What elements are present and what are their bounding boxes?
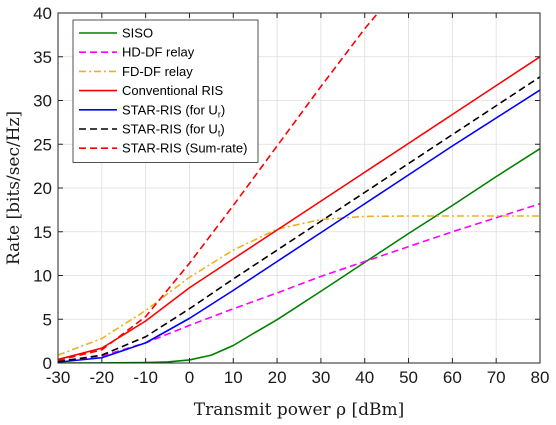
- legend-label: FD-DF relay: [122, 64, 193, 79]
- x-tick-label: 30: [311, 368, 330, 387]
- x-tick-label: -20: [90, 368, 115, 387]
- legend-label: HD-DF relay: [122, 45, 195, 60]
- x-tick-label: -30: [46, 368, 71, 387]
- series-lines: [58, 13, 540, 363]
- y-axis-label: Rate [bits/sec/Hz]: [4, 111, 24, 265]
- x-tick-label: 40: [355, 368, 374, 387]
- y-tick-label: 20: [33, 179, 52, 198]
- y-tick-label: 40: [33, 4, 52, 23]
- series-line-5: [58, 89, 540, 363]
- x-tick-label: 0: [185, 368, 194, 387]
- x-tick-label: -10: [133, 368, 158, 387]
- legend-label: SISO: [122, 26, 153, 41]
- x-tick-label: 80: [531, 368, 550, 387]
- series-line-3: [58, 215, 540, 356]
- y-tick-label: 35: [33, 48, 52, 67]
- tick-labels: -30 -20 -10 0 10 20 30 40 50 60 70 80 0 5 10 15 20 25 30 35…: [33, 4, 549, 387]
- y-tick-label: 25: [33, 135, 52, 154]
- series-line-1: [58, 147, 540, 363]
- x-tick-label: 10: [224, 368, 243, 387]
- legend-label: STAR-RIS (for Ur): [122, 102, 225, 119]
- y-tick-label: 10: [33, 267, 52, 286]
- y-tick-label: 30: [33, 92, 52, 111]
- y-tick-label: 0: [43, 354, 52, 373]
- legend-label: STAR-RIS (for Ut): [122, 122, 225, 139]
- x-axis-label: Transmit power ρ [dBm]: [194, 400, 404, 420]
- legend-label: STAR-RIS (Sum-rate): [122, 141, 247, 156]
- y-tick-label: 5: [43, 310, 52, 329]
- series-line-2: [58, 202, 540, 363]
- x-tick-label: 70: [487, 368, 506, 387]
- legend: SISO HD-DF relay FD-DF relay Conventional R…: [72, 19, 259, 163]
- axes: [57, 12, 541, 364]
- x-tick-label: 20: [268, 368, 287, 387]
- series-line-4: [58, 56, 540, 361]
- series-line-6: [58, 76, 540, 363]
- legend-label: Conventional RIS: [122, 83, 223, 98]
- x-tick-label: 50: [399, 368, 418, 387]
- x-tick-label: 60: [443, 368, 462, 387]
- y-tick-label: 15: [33, 223, 52, 242]
